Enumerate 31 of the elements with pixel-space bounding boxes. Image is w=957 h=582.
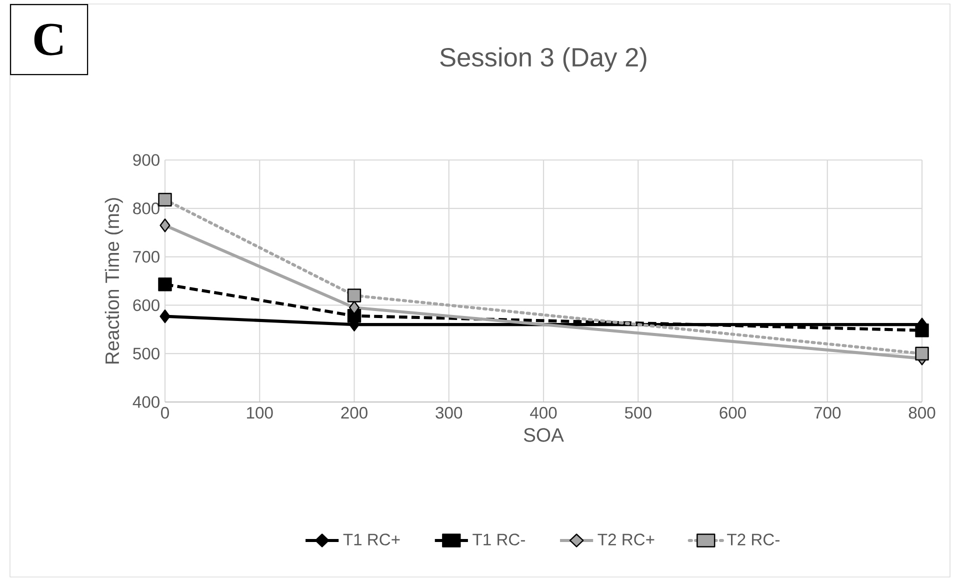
x-tick-label: 600 xyxy=(720,406,746,419)
legend-label: T1 RC- xyxy=(472,534,525,546)
x-axis-title: SOA xyxy=(524,428,564,442)
x-tick-label: 0 xyxy=(161,406,169,419)
x-tick-label: 100 xyxy=(247,406,273,419)
x-tick-label: 500 xyxy=(624,406,652,419)
y-axis-title: Reaction Time (ms) xyxy=(104,198,123,364)
y-tick-label: 500 xyxy=(133,348,160,360)
chart-title: Session 3 (Day 2) xyxy=(440,47,646,72)
point xyxy=(348,300,360,314)
legend-label: T2 RC+ xyxy=(598,534,654,546)
text: C xyxy=(34,24,62,56)
point xyxy=(915,346,929,360)
y-tick-label: 800 xyxy=(133,202,160,214)
legend-label: T2 RC- xyxy=(727,534,780,546)
y-tick-label: 600 xyxy=(133,299,160,312)
x-tick-label: 700 xyxy=(814,406,841,419)
point xyxy=(160,309,170,324)
y-tick-label: 400 xyxy=(132,396,160,408)
point xyxy=(915,324,929,338)
y-tick-label: 900 xyxy=(133,154,160,166)
point xyxy=(347,288,362,302)
point xyxy=(160,218,170,232)
x-tick-label: 800 xyxy=(908,406,936,419)
legend-label: T1 RC+ xyxy=(343,534,400,546)
x-tick-label: 300 xyxy=(436,406,462,419)
point xyxy=(158,278,172,292)
x-tick-label: 400 xyxy=(530,406,557,419)
y-tick-label: 700 xyxy=(133,250,160,263)
x-tick-label: 200 xyxy=(341,406,368,419)
point xyxy=(158,192,172,207)
